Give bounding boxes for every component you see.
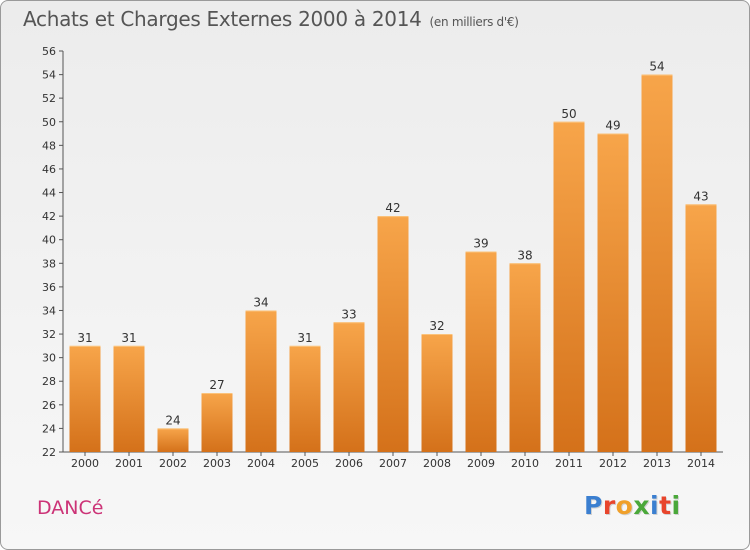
y-tick-label: 50 [42,116,56,129]
bar [377,216,409,452]
bar-value-label: 54 [649,60,664,74]
bar-value-label: 32 [429,319,444,333]
x-tick-label: 2007 [379,457,407,470]
logo-letter: i [650,491,660,520]
bar-value-label: 50 [561,107,576,121]
x-tick-label: 2001 [115,457,143,470]
chart-bars [69,74,717,453]
logo-letter: r [602,491,616,520]
bar [113,345,145,452]
logo-letter: t [659,491,672,520]
logo-letter: x [633,491,650,520]
y-tick-label: 36 [42,281,56,294]
x-tick-label: 2005 [291,457,319,470]
logo-letter: P [584,491,603,520]
y-tick-label: 32 [42,328,56,341]
y-tick-label: 38 [42,257,56,270]
y-tick-label: 22 [42,446,56,459]
y-tick-label: 24 [42,422,56,435]
commune-name: DANCé [37,497,104,519]
bar-value-label: 33 [341,307,356,321]
bar-value-label: 34 [253,295,268,309]
y-tick-label: 52 [42,92,56,105]
chart-title-text: Achats et Charges Externes 2000 à 2014 [23,7,422,31]
logo-letter: i [671,491,681,520]
chart-title: Achats et Charges Externes 2000 à 2014 (e… [23,7,519,31]
bar-value-label: 24 [165,413,180,427]
y-tick-label: 34 [42,304,56,317]
x-tick-label: 2014 [687,457,715,470]
y-tick-label: 54 [42,69,56,82]
x-tick-label: 2002 [159,457,187,470]
bar [553,121,585,452]
bar [509,263,541,452]
chart-labels: 2000 31 2001 31 2002 24 2003 27 2004 34 2005 31 2006… [71,60,715,470]
y-tick-label: 30 [42,352,56,365]
bar [685,204,717,452]
x-tick-label: 2012 [599,457,627,470]
x-tick-label: 2004 [247,457,275,470]
bar [157,428,189,452]
y-tick-label: 56 [42,45,56,58]
x-tick-label: 2009 [467,457,495,470]
y-tick-label: 46 [42,163,56,176]
bar-value-label: 31 [121,331,136,345]
x-tick-label: 2008 [423,457,451,470]
x-tick-label: 2003 [203,457,231,470]
bar [333,322,365,452]
x-tick-label: 2000 [71,457,99,470]
y-tick-label: 40 [42,234,56,247]
y-tick-label: 44 [42,187,56,200]
x-tick-label: 2010 [511,457,539,470]
bar-value-label: 38 [517,248,532,262]
bar-value-label: 43 [693,189,708,203]
proxiti-logo: Proxiti [584,491,681,520]
bar [465,251,497,452]
chart-axes: 22 24 26 28 30 32 34 36 38 40 42 44 46 48 50 52 54 56 [42,45,723,459]
bar [201,393,233,452]
bar [597,133,629,452]
bar [245,310,277,452]
x-tick-label: 2011 [555,457,583,470]
y-tick-label: 28 [42,375,56,388]
bar [641,74,673,453]
bar [421,334,453,452]
y-tick-label: 48 [42,139,56,152]
bar [289,345,321,452]
bar [69,345,101,452]
logo-letter: o [615,491,634,520]
x-tick-label: 2013 [643,457,671,470]
bar-value-label: 31 [77,331,92,345]
y-tick-label: 42 [42,210,56,223]
bar-value-label: 39 [473,237,488,251]
bar-value-label: 49 [605,119,620,133]
bar-value-label: 42 [385,201,400,215]
chart-subtitle: (en milliers d'€) [429,15,519,29]
bar-value-label: 31 [297,331,312,345]
bar-value-label: 27 [209,378,224,392]
y-tick-label: 26 [42,399,56,412]
x-tick-label: 2006 [335,457,363,470]
